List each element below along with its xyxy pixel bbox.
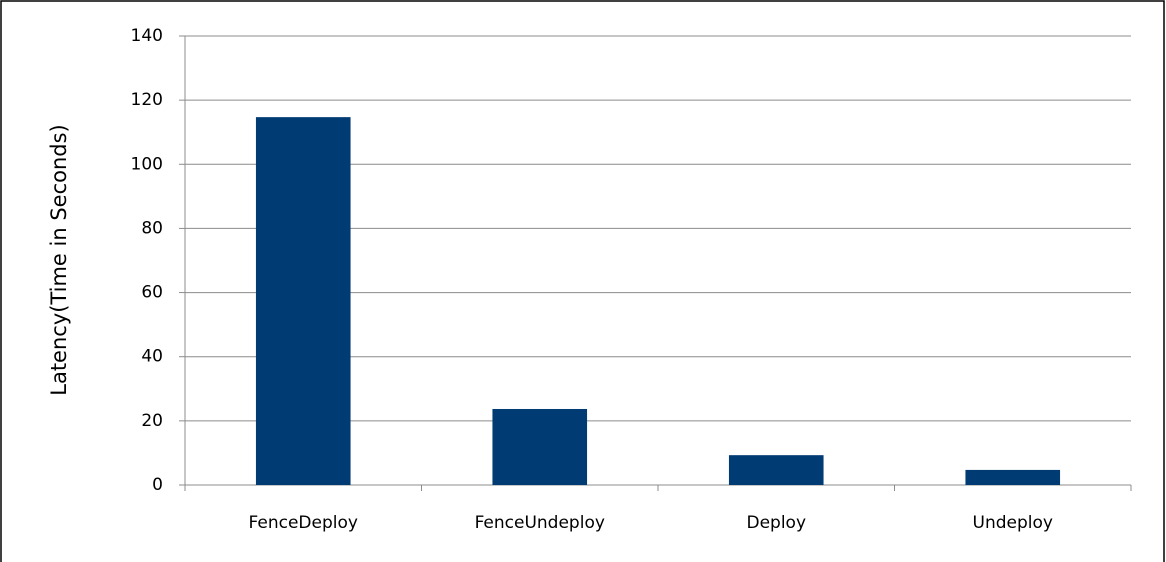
x-tick-label: FenceDeploy [249,513,358,533]
y-tick-label: 80 [141,218,163,238]
bar [965,469,1061,485]
y-tick-label: 20 [141,411,163,431]
y-tick-label: 120 [131,90,163,110]
y-tick-label: 40 [141,347,163,367]
x-tick-label: Deploy [746,513,806,533]
x-tick-label: Undeploy [973,513,1053,533]
y-tick-label: 100 [131,154,163,174]
y-tick-label: 0 [152,475,163,495]
y-tick-label: 140 [131,26,163,46]
bar [492,408,588,485]
bar [255,117,351,485]
x-tick-label: FenceUndeploy [475,513,605,533]
bar [728,455,824,485]
y-axis-label: Latency(Time in Seconds) [47,124,71,396]
y-tick-label: 60 [141,283,163,303]
